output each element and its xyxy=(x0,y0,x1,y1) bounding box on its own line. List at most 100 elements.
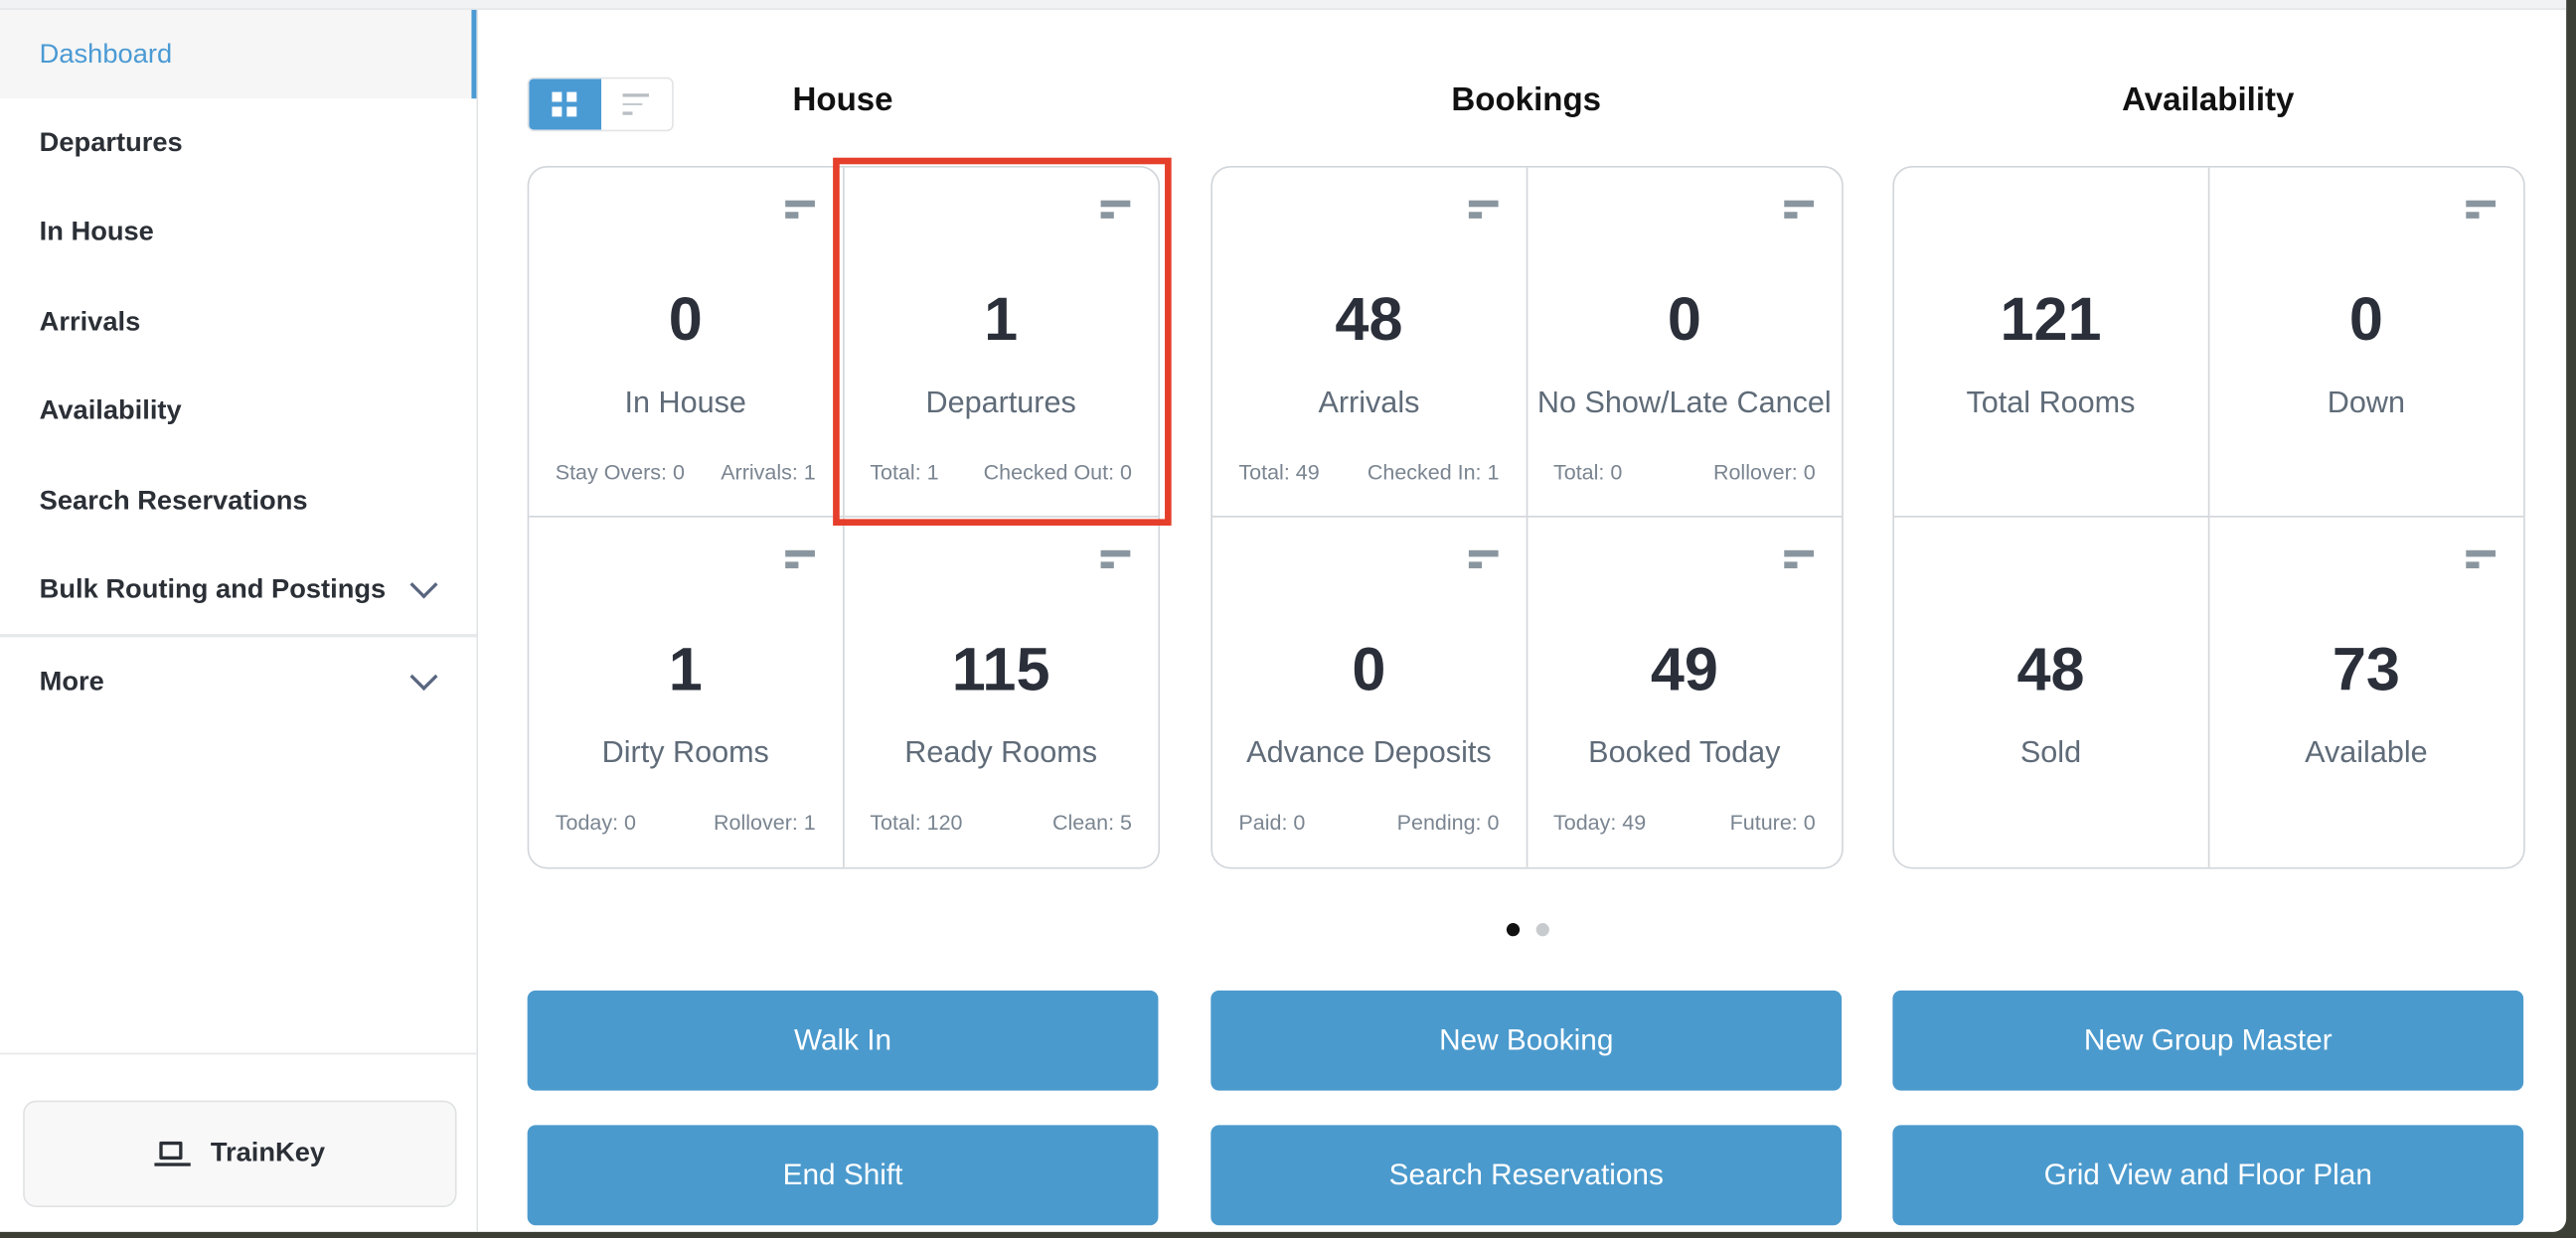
sidebar: Dashboard Departures In House Arrivals A… xyxy=(0,9,479,1232)
divider xyxy=(0,1052,477,1055)
tile-subinfo: Today: 49 Future: 0 xyxy=(1553,810,1816,835)
tile-label: Available xyxy=(2305,733,2428,769)
list-view-button[interactable] xyxy=(600,78,672,129)
filter-icon[interactable] xyxy=(1468,200,1498,221)
tile-label: Departures xyxy=(925,384,1076,419)
new-booking-button[interactable]: New Booking xyxy=(1210,990,1843,1091)
grid-icon xyxy=(552,91,577,117)
tile-sub-left: Total: 49 xyxy=(1238,459,1320,485)
grid-view-floor-plan-button[interactable]: Grid View and Floor Plan xyxy=(1892,1125,2524,1226)
chevron-down-icon xyxy=(409,663,438,692)
filter-icon[interactable] xyxy=(1100,200,1131,221)
filter-icon[interactable] xyxy=(1468,549,1498,570)
tile-sub-right: Rollover: 0 xyxy=(1712,459,1816,485)
tile-booked-today[interactable]: 49 Booked Today Today: 49 Future: 0 xyxy=(1528,518,1843,867)
sidebar-item-dashboard[interactable]: Dashboard xyxy=(0,9,477,99)
tile-arrivals[interactable]: 48 Arrivals Total: 49 Checked In: 1 xyxy=(1211,167,1528,518)
tile-subinfo: Stay Overs: 0 Arrivals: 1 xyxy=(556,460,816,485)
tile-sub-right: Rollover: 1 xyxy=(714,809,816,835)
tile-departures[interactable]: 1 Departures Total: 1 Checked Out: 0 xyxy=(843,168,1159,518)
tile-dirty-rooms[interactable]: 1 Dirty Rooms Today: 0 Rollover: 1 xyxy=(529,517,844,867)
tile-no-show-late-cancel[interactable]: 0 No Show/Late Cancel Total: 0 Rollover: 0 xyxy=(1527,168,1843,518)
tile-sub-right: Checked In: 1 xyxy=(1367,459,1500,485)
tile-down[interactable]: 0 Down xyxy=(2208,168,2524,518)
tile-label: In House xyxy=(624,384,746,419)
tile-label: No Show/Late Cancel xyxy=(1536,384,1832,419)
tile-sub-right: Future: 0 xyxy=(1729,809,1816,835)
sidebar-item-bulk-routing[interactable]: Bulk Routing and Postings xyxy=(0,545,476,634)
tile-total-rooms[interactable]: 121 Total Rooms xyxy=(1894,167,2209,518)
tile-in-house[interactable]: 0 In House Stay Overs: 0 Arrivals: 1 xyxy=(529,167,844,518)
tile-value: 121 xyxy=(2000,285,2102,354)
tile-value: 1 xyxy=(668,635,703,703)
tile-value: 0 xyxy=(1352,635,1386,703)
laptop-icon xyxy=(154,1141,191,1166)
end-shift-button[interactable]: End Shift xyxy=(527,1125,1159,1226)
tile-label: Ready Rooms xyxy=(904,733,1098,769)
tile-label: Booked Today xyxy=(1588,733,1781,769)
tile-label: Down xyxy=(2327,384,2405,419)
tile-advance-deposits[interactable]: 0 Advance Deposits Paid: 0 Pending: 0 xyxy=(1212,517,1528,867)
sidebar-item-availability[interactable]: Availability xyxy=(39,394,182,425)
tile-subinfo: Total: 1 Checked Out: 0 xyxy=(870,460,1132,485)
pager-dot-2[interactable] xyxy=(1535,923,1549,937)
view-toggle xyxy=(527,77,674,132)
tile-ready-rooms[interactable]: 115 Ready Rooms Total: 120 Clean: 5 xyxy=(844,518,1159,867)
top-bar xyxy=(0,0,2567,10)
section-title-house: House xyxy=(792,81,893,119)
filter-icon[interactable] xyxy=(1784,200,1815,221)
tile-value: 0 xyxy=(1667,285,1701,354)
walk-in-button[interactable]: Walk In xyxy=(527,990,1159,1091)
sidebar-item-search-reservations[interactable]: Search Reservations xyxy=(39,485,308,516)
tile-value: 1 xyxy=(984,285,1019,354)
tile-available[interactable]: 73 Available xyxy=(2209,518,2524,867)
tile-sub-right: Arrivals: 1 xyxy=(721,459,816,485)
tile-label: Dirty Rooms xyxy=(601,733,769,769)
house-card-group: 0 In House Stay Overs: 0 Arrivals: 1 1 Depart… xyxy=(527,165,1161,869)
filter-icon[interactable] xyxy=(2466,200,2496,221)
tile-sub-right: Checked Out: 0 xyxy=(983,459,1132,485)
tile-value: 0 xyxy=(668,285,703,354)
tile-sub-right: Pending: 0 xyxy=(1396,809,1500,835)
tile-sub-left: Stay Overs: 0 xyxy=(555,459,685,485)
tile-subinfo: Total: 49 Checked In: 1 xyxy=(1238,460,1499,485)
search-reservations-button[interactable]: Search Reservations xyxy=(1210,1125,1843,1226)
tile-label: Total Rooms xyxy=(1966,384,2136,419)
tile-subinfo: Total: 120 Clean: 5 xyxy=(870,810,1132,835)
sidebar-item-in-house[interactable]: In House xyxy=(39,216,154,246)
filter-icon[interactable] xyxy=(1784,549,1815,570)
filter-icon[interactable] xyxy=(784,549,815,570)
tile-sub-right: Clean: 5 xyxy=(1051,809,1132,835)
tile-sub-left: Total: 120 xyxy=(870,809,963,835)
filter-icon[interactable] xyxy=(784,200,815,221)
bookings-card-group: 48 Arrivals Total: 49 Checked In: 1 0 No Show… xyxy=(1210,165,1844,869)
list-icon xyxy=(622,87,650,121)
filter-icon[interactable] xyxy=(2466,549,2496,570)
divider xyxy=(0,634,477,638)
tile-label: Sold xyxy=(2019,733,2082,769)
tile-value: 49 xyxy=(1650,635,1718,703)
trainkey-label: TrainKey xyxy=(210,1138,326,1168)
tile-subinfo: Total: 0 Rollover: 0 xyxy=(1553,460,1816,485)
section-title-bookings: Bookings xyxy=(1451,81,1602,119)
sidebar-item-departures[interactable]: Departures xyxy=(39,127,183,157)
tile-sub-left: Total: 1 xyxy=(870,459,939,485)
chevron-down-icon xyxy=(409,570,438,599)
tile-sub-left: Total: 0 xyxy=(1553,459,1623,485)
tile-value: 0 xyxy=(2348,285,2383,354)
tile-label: Arrivals xyxy=(1318,384,1420,419)
new-group-master-button[interactable]: New Group Master xyxy=(1892,990,2524,1091)
sidebar-item-arrivals[interactable]: Arrivals xyxy=(39,306,141,337)
filter-icon[interactable] xyxy=(1100,549,1131,570)
tile-subinfo: Today: 0 Rollover: 1 xyxy=(556,810,816,835)
pager-dot-1[interactable] xyxy=(1506,923,1521,937)
tile-sold[interactable]: 48 Sold xyxy=(1894,517,2209,867)
sidebar-item-more[interactable]: More xyxy=(0,637,476,725)
tile-sub-left: Today: 0 xyxy=(555,809,637,835)
tile-label: Advance Deposits xyxy=(1246,733,1492,769)
trainkey-button[interactable]: TrainKey xyxy=(23,1100,457,1208)
grid-view-button[interactable] xyxy=(529,78,601,130)
tile-subinfo: Paid: 0 Pending: 0 xyxy=(1238,810,1499,835)
tile-sub-left: Today: 49 xyxy=(1553,809,1647,835)
